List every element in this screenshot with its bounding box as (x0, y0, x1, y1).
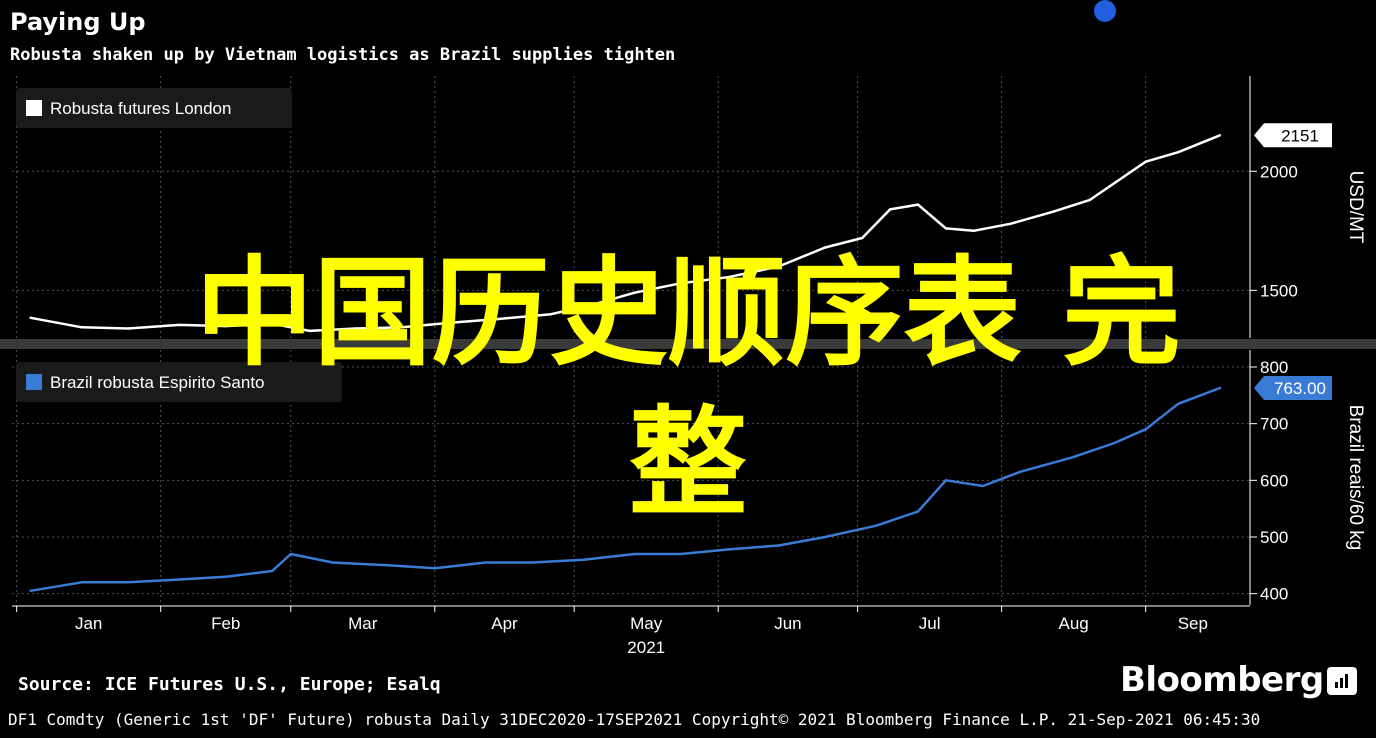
data-point (224, 575, 227, 578)
data-point (29, 316, 32, 319)
x-tick-label: May (630, 614, 663, 633)
data-point (401, 326, 404, 329)
data-point (308, 329, 311, 333)
data-point (888, 208, 892, 211)
data-point (80, 581, 83, 584)
y-tick-label: 500 (1260, 528, 1288, 547)
data-point (1116, 179, 1119, 182)
data-point (29, 589, 32, 593)
y-tick-label: 800 (1260, 358, 1288, 377)
data-point (679, 282, 683, 285)
data-point (1176, 402, 1180, 406)
data-point (178, 323, 181, 327)
data-point (549, 312, 553, 316)
x-tick-label: Jul (919, 614, 941, 633)
y-tick-label: 600 (1260, 471, 1288, 490)
data-point (126, 327, 130, 330)
data-point (1088, 198, 1092, 202)
x-tick-label: Jun (774, 614, 801, 633)
last-value-badge (1254, 123, 1332, 148)
legend-box (16, 88, 292, 128)
data-point (126, 581, 130, 584)
data-point (1176, 151, 1180, 154)
data-point (484, 561, 488, 564)
bloomberg-terminal-icon (1327, 667, 1357, 695)
data-point (1218, 134, 1222, 137)
data-point (916, 203, 920, 206)
data-point (823, 246, 827, 249)
data-point (582, 558, 585, 561)
series-line (30, 134, 1221, 333)
data-point (944, 479, 948, 482)
data-point (861, 236, 864, 240)
chart-title: Paying Up (10, 8, 146, 36)
data-point (452, 321, 455, 324)
x-tick-label: Feb (211, 614, 240, 633)
last-value-label: 763.00 (1274, 379, 1326, 398)
data-point (633, 552, 636, 556)
data-point (331, 561, 334, 564)
last-value-badge (1254, 375, 1332, 400)
data-point (1009, 222, 1013, 225)
data-point (981, 484, 985, 488)
data-point (270, 569, 274, 573)
data-point (387, 564, 390, 567)
source-note: Source: ICE Futures U.S., Europe; Esalq (18, 674, 441, 695)
x-year-label: 2021 (627, 638, 665, 657)
y-axis-title: Brazil reais/60 kg (1345, 405, 1366, 551)
series-line (30, 386, 1221, 593)
x-tick-label: Mar (348, 614, 378, 633)
x-tick-label: Aug (1059, 614, 1089, 633)
data-point (289, 552, 292, 556)
data-point (1218, 386, 1222, 390)
last-value-label: 2151 (1281, 126, 1319, 145)
data-point (726, 548, 729, 551)
chart-subtitle: Robusta shaken up by Vietnam logistics a… (10, 45, 676, 65)
x-tick-label: Apr (491, 614, 518, 633)
data-point (1051, 210, 1054, 213)
data-point (591, 303, 594, 306)
data-point (916, 510, 920, 513)
panel-divider (0, 339, 1376, 349)
data-point (270, 322, 274, 325)
y-tick-label: 700 (1260, 415, 1288, 434)
accent-dot (1094, 0, 1116, 22)
data-point (777, 265, 780, 268)
legend-swatch (26, 374, 42, 390)
y-tick-label: 400 (1260, 585, 1288, 604)
y-tick-label: 2000 (1260, 162, 1298, 181)
y-tick-label: 1500 (1260, 281, 1298, 300)
legend-box (16, 362, 342, 402)
data-point (178, 578, 181, 581)
data-point (80, 326, 83, 329)
data-point (498, 317, 502, 321)
data-point (354, 327, 358, 330)
x-tick-label: Jan (75, 614, 102, 633)
data-point (1144, 428, 1147, 431)
data-point (1111, 442, 1115, 445)
data-point (633, 291, 636, 294)
data-point (679, 552, 683, 556)
data-point (874, 524, 878, 527)
data-point (726, 276, 729, 279)
legend-label: Brazil robusta Espirito Santo (50, 373, 265, 392)
data-point (944, 227, 948, 230)
legend-swatch (26, 100, 42, 116)
data-point (433, 566, 436, 570)
y-axis-title: USD/MT (1345, 171, 1366, 244)
legend-label: Robusta futures London (50, 99, 231, 118)
bloomberg-logo: Bloomberg (1120, 660, 1324, 700)
footer-details: DF1 Comdty (Generic 1st 'DF' Future) rob… (8, 710, 1261, 729)
data-point (224, 324, 227, 328)
data-point (1070, 456, 1073, 459)
x-tick-label: Sep (1178, 614, 1208, 633)
data-point (777, 544, 780, 547)
data-point (823, 535, 827, 539)
data-point (1019, 470, 1022, 474)
data-point (972, 229, 975, 233)
data-point (531, 561, 534, 564)
data-point (1144, 160, 1147, 163)
